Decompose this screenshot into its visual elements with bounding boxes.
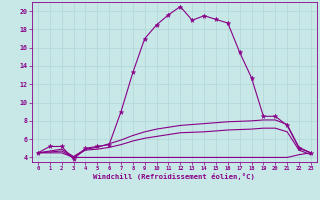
X-axis label: Windchill (Refroidissement éolien,°C): Windchill (Refroidissement éolien,°C) xyxy=(93,173,255,180)
